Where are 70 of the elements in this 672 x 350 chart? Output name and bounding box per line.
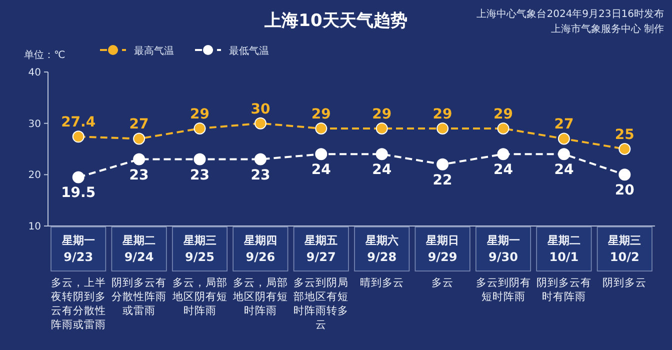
point bbox=[254, 117, 266, 130]
data-label: 29 bbox=[190, 106, 210, 122]
point bbox=[72, 171, 84, 184]
text: 多云，局部地区阴有短时阵雨 bbox=[171, 276, 228, 317]
point bbox=[194, 153, 206, 166]
x-tick-label: 星期二 10/1 bbox=[546, 234, 580, 264]
data-label: 24 bbox=[372, 162, 392, 178]
text: 上海中心气象台2024年9月23日16时发布 bbox=[476, 8, 664, 20]
text: 阴到多云有时有阵雨 bbox=[536, 277, 592, 303]
data-label: 23 bbox=[190, 167, 210, 184]
data-label: 29 bbox=[372, 106, 392, 122]
point bbox=[376, 122, 388, 134]
data-label: 30 bbox=[250, 101, 270, 118]
point bbox=[497, 122, 510, 134]
text: 多云到阴局部地区有短时阵雨转多云 bbox=[294, 277, 349, 331]
point bbox=[436, 158, 449, 170]
data-label: 25 bbox=[614, 127, 634, 143]
y-tick-label: 10 bbox=[28, 222, 41, 232]
point bbox=[315, 122, 328, 134]
data-label: 24 bbox=[494, 162, 514, 178]
y-tick-label: 30 bbox=[28, 118, 41, 130]
y-tick-label: 40 bbox=[28, 68, 41, 78]
y-tick-label: 20 bbox=[28, 170, 41, 182]
text: 多云，局部地区阴有短时阵雨 bbox=[232, 276, 288, 317]
y-axis-title: 单位：℃ bbox=[24, 49, 66, 61]
text: 上海市气象服务中心 制作 bbox=[550, 23, 664, 35]
chart-title: 上海10天天气趋势 bbox=[264, 11, 408, 31]
point bbox=[558, 132, 570, 145]
point bbox=[72, 130, 84, 143]
point bbox=[436, 122, 449, 134]
x-tick-label: 星期三 9/25 bbox=[182, 234, 216, 264]
data-label: 29 bbox=[311, 106, 331, 122]
data-label: 27.4 bbox=[61, 114, 96, 131]
point bbox=[618, 143, 631, 155]
text: 多云到阴有短时阵雨 bbox=[476, 277, 531, 303]
point bbox=[133, 132, 146, 145]
point bbox=[194, 122, 206, 134]
data-label: 24 bbox=[554, 162, 574, 178]
text: 阴到多云有分散性阵雨或雷雨 bbox=[112, 277, 167, 317]
x-tick-label: 星期一 9/23 bbox=[60, 234, 95, 264]
point bbox=[133, 153, 146, 166]
data-label: 27 bbox=[554, 116, 574, 133]
data-label: 22 bbox=[432, 172, 452, 188]
data-label: 23 bbox=[250, 167, 270, 184]
point bbox=[376, 148, 388, 160]
data-label: 19.5 bbox=[61, 185, 96, 202]
data-label: 27 bbox=[129, 116, 149, 133]
legend-label: 最高气温 bbox=[134, 45, 174, 57]
data-label: 29 bbox=[494, 106, 513, 122]
x-tick-label: 星期一 9/30 bbox=[486, 234, 520, 264]
point bbox=[558, 148, 570, 160]
legend-label: 最低气温 bbox=[229, 45, 269, 57]
x-tick-label: 星期二 9/24 bbox=[122, 234, 156, 264]
x-tick-label: 星期四 9/26 bbox=[242, 234, 277, 264]
x-tick-label: 星期日 9/29 bbox=[425, 234, 460, 264]
point bbox=[497, 148, 510, 160]
text: 多云 bbox=[432, 277, 454, 289]
data-label: 24 bbox=[311, 162, 332, 178]
point bbox=[315, 148, 328, 160]
x-tick-label: 星期六 9/28 bbox=[364, 234, 398, 264]
text: 阴到多云 bbox=[602, 277, 647, 289]
x-tick-label: 星期三 10/2 bbox=[607, 234, 642, 264]
data-label: 23 bbox=[129, 167, 149, 184]
point bbox=[618, 168, 631, 181]
x-tick-label: 星期五 9/27 bbox=[304, 234, 338, 264]
text: 晴到多云 bbox=[360, 276, 404, 289]
data-label: 20 bbox=[614, 182, 635, 199]
data-label: 29 bbox=[432, 106, 452, 122]
point bbox=[254, 153, 266, 166]
text: 多云，上半夜转阴到多云有分散性阵雨或雷雨 bbox=[50, 276, 106, 331]
